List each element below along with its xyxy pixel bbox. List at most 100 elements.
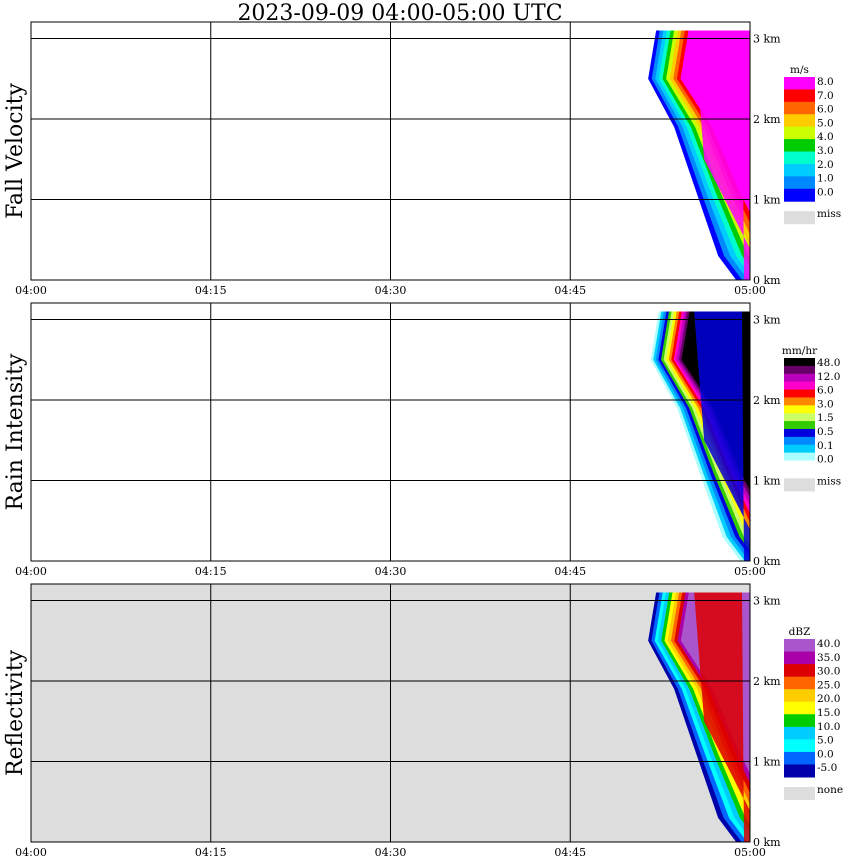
- colorbar-swatch: [784, 413, 815, 422]
- colorbar-swatch: [784, 428, 815, 438]
- time-tick-label: 04:45: [554, 284, 586, 297]
- colorbar-label: 0.0: [817, 454, 834, 466]
- colorbar-swatch: [784, 701, 815, 715]
- colorbar-label: 5.0: [817, 117, 834, 129]
- colorbar-label: 8.0: [817, 76, 834, 88]
- echo-core: [694, 311, 750, 561]
- colorbar-unit: dBZ: [789, 626, 811, 638]
- colorbar-miss-swatch: [784, 211, 815, 225]
- colorbar-swatch: [784, 77, 815, 90]
- colorbar-miss-swatch: [784, 478, 815, 492]
- height-tick-label: 3 km: [753, 595, 781, 608]
- colorbar-label: 3.0: [817, 145, 834, 157]
- colorbar-swatch: [784, 176, 815, 190]
- colorbar-label: 40.0: [817, 638, 840, 650]
- colorbar-label: 0.5: [817, 426, 834, 438]
- echo-core: [694, 30, 750, 280]
- colorbar-swatch: [784, 651, 815, 665]
- colorbar-swatch: [784, 397, 815, 406]
- colorbar-label: 0.0: [817, 186, 834, 198]
- colorbar-swatch: [784, 676, 815, 690]
- colorbar-label: 30.0: [817, 666, 840, 678]
- colorbar-label: 35.0: [817, 652, 840, 664]
- time-tick-label: 04:30: [375, 284, 407, 297]
- colorbar-label: 0.1: [817, 440, 834, 452]
- colorbar-swatch: [784, 726, 815, 740]
- panel-ylabel: Rain Intensity: [3, 353, 28, 510]
- colorbar-label: 6.0: [817, 104, 834, 116]
- colorbar-label: 1.5: [817, 412, 834, 424]
- colorbar-swatch: [784, 639, 815, 653]
- colorbar-miss-swatch: [784, 787, 815, 800]
- colorbar-label: 6.0: [817, 385, 834, 397]
- colorbar-swatch: [784, 358, 815, 367]
- colorbar-swatch: [784, 436, 815, 446]
- colorbar-swatch: [784, 714, 815, 728]
- height-tick-label: 1 km: [753, 756, 781, 769]
- time-tick-label: 04:15: [195, 846, 227, 859]
- colorbar-swatch: [784, 365, 815, 375]
- colorbar-swatch: [784, 664, 815, 678]
- colorbar-swatch: [784, 389, 815, 398]
- height-tick-label: 0 km: [753, 836, 781, 849]
- colorbar-swatch: [784, 405, 815, 414]
- colorbar-label: 7.0: [817, 90, 834, 102]
- colorbar-swatch: [784, 151, 815, 165]
- colorbar-label: 12.0: [817, 371, 840, 383]
- panel-fall-velocity: 04:00 04:15 04:30 04:45 05:000 km 1 km 2 km 3 k…: [3, 21, 841, 297]
- plot-frame: [30, 583, 751, 843]
- colorbar-miss-label: miss: [817, 475, 841, 487]
- colorbar-label: -5.0: [817, 762, 837, 774]
- colorbar-label: 0.0: [817, 748, 834, 760]
- plot-frame: [30, 21, 751, 281]
- colorbar-miss-label: miss: [817, 208, 841, 220]
- height-tick-label: 2 km: [753, 675, 781, 688]
- time-tick-label: 04:45: [554, 846, 586, 859]
- colorbar-label: 5.0: [817, 735, 834, 747]
- colorbar-swatch: [784, 751, 815, 765]
- colorbar-swatch: [784, 689, 815, 703]
- colorbar-label: 15.0: [817, 707, 840, 719]
- panel-reflectivity: 04:00 04:15 04:30 04:45 05:000 km 1 km 2 km 3 k…: [3, 583, 843, 859]
- echo-region: [648, 592, 750, 842]
- time-tick-label: 04:15: [195, 284, 227, 297]
- colorbar-swatch: [784, 163, 815, 177]
- time-tick-label: 04:30: [375, 846, 407, 859]
- colorbar-label: 2.0: [817, 159, 834, 171]
- colorbar-swatch: [784, 764, 815, 778]
- height-tick-label: 2 km: [753, 113, 781, 126]
- colorbar-swatch: [784, 188, 815, 202]
- colorbar-swatch: [784, 460, 815, 469]
- colorbar-swatch: [784, 139, 815, 153]
- panel-ylabel: Reflectivity: [3, 649, 28, 776]
- colorbar-swatch: [784, 444, 815, 454]
- echo-core: [694, 592, 750, 842]
- colorbar-miss-label: none: [817, 784, 843, 796]
- panel-rain-intensity: 04:00 04:15 04:30 04:45 05:000 km 1 km 2 km 3 k…: [3, 302, 841, 578]
- height-tick-label: 3 km: [753, 33, 781, 46]
- echo-region: [648, 30, 750, 280]
- panel-ylabel: Fall Velocity: [3, 83, 28, 219]
- colorbar-swatch: [784, 101, 815, 115]
- panels: 04:00 04:15 04:30 04:45 05:00 0 km 1 km 2 km 3 k…: [3, 21, 843, 859]
- colorbar-swatch: [784, 114, 815, 128]
- height-tick-label: 2 km: [753, 394, 781, 407]
- colorbar-label: 25.0: [817, 679, 840, 691]
- time-tick-label: 04:45: [554, 565, 586, 578]
- colorbar-swatch: [784, 126, 815, 140]
- colorbar-unit: mm/hr: [782, 345, 818, 357]
- time-tick-label: 05:00: [734, 284, 766, 297]
- colorbar-swatch: [784, 421, 815, 430]
- colorbar-label: 48.0: [817, 357, 840, 369]
- colorbar-swatch: [784, 89, 815, 103]
- colorbar-label: 10.0: [817, 721, 840, 733]
- time-tick-label: 04:00: [15, 846, 47, 859]
- height-tick-label: 0 km: [753, 555, 781, 568]
- colorbar-label: 4.0: [817, 131, 834, 143]
- colorbar-label: 1.0: [817, 173, 834, 185]
- colorbar-label: 20.0: [817, 693, 840, 705]
- colorbar-swatch: [784, 373, 815, 383]
- height-tick-label: 3 km: [753, 314, 781, 327]
- time-tick-label: 04:00: [15, 284, 47, 297]
